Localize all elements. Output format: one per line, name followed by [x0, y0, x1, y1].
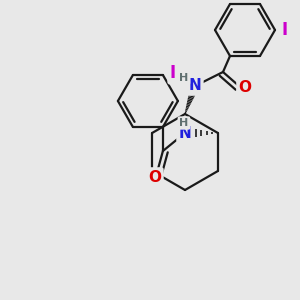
Text: I: I	[170, 64, 176, 82]
Text: H: H	[179, 118, 188, 128]
Text: H: H	[179, 73, 189, 83]
Text: O: O	[238, 80, 251, 95]
Text: N: N	[178, 125, 191, 140]
Text: N: N	[189, 79, 201, 94]
Text: I: I	[282, 21, 288, 39]
Text: O: O	[148, 169, 161, 184]
